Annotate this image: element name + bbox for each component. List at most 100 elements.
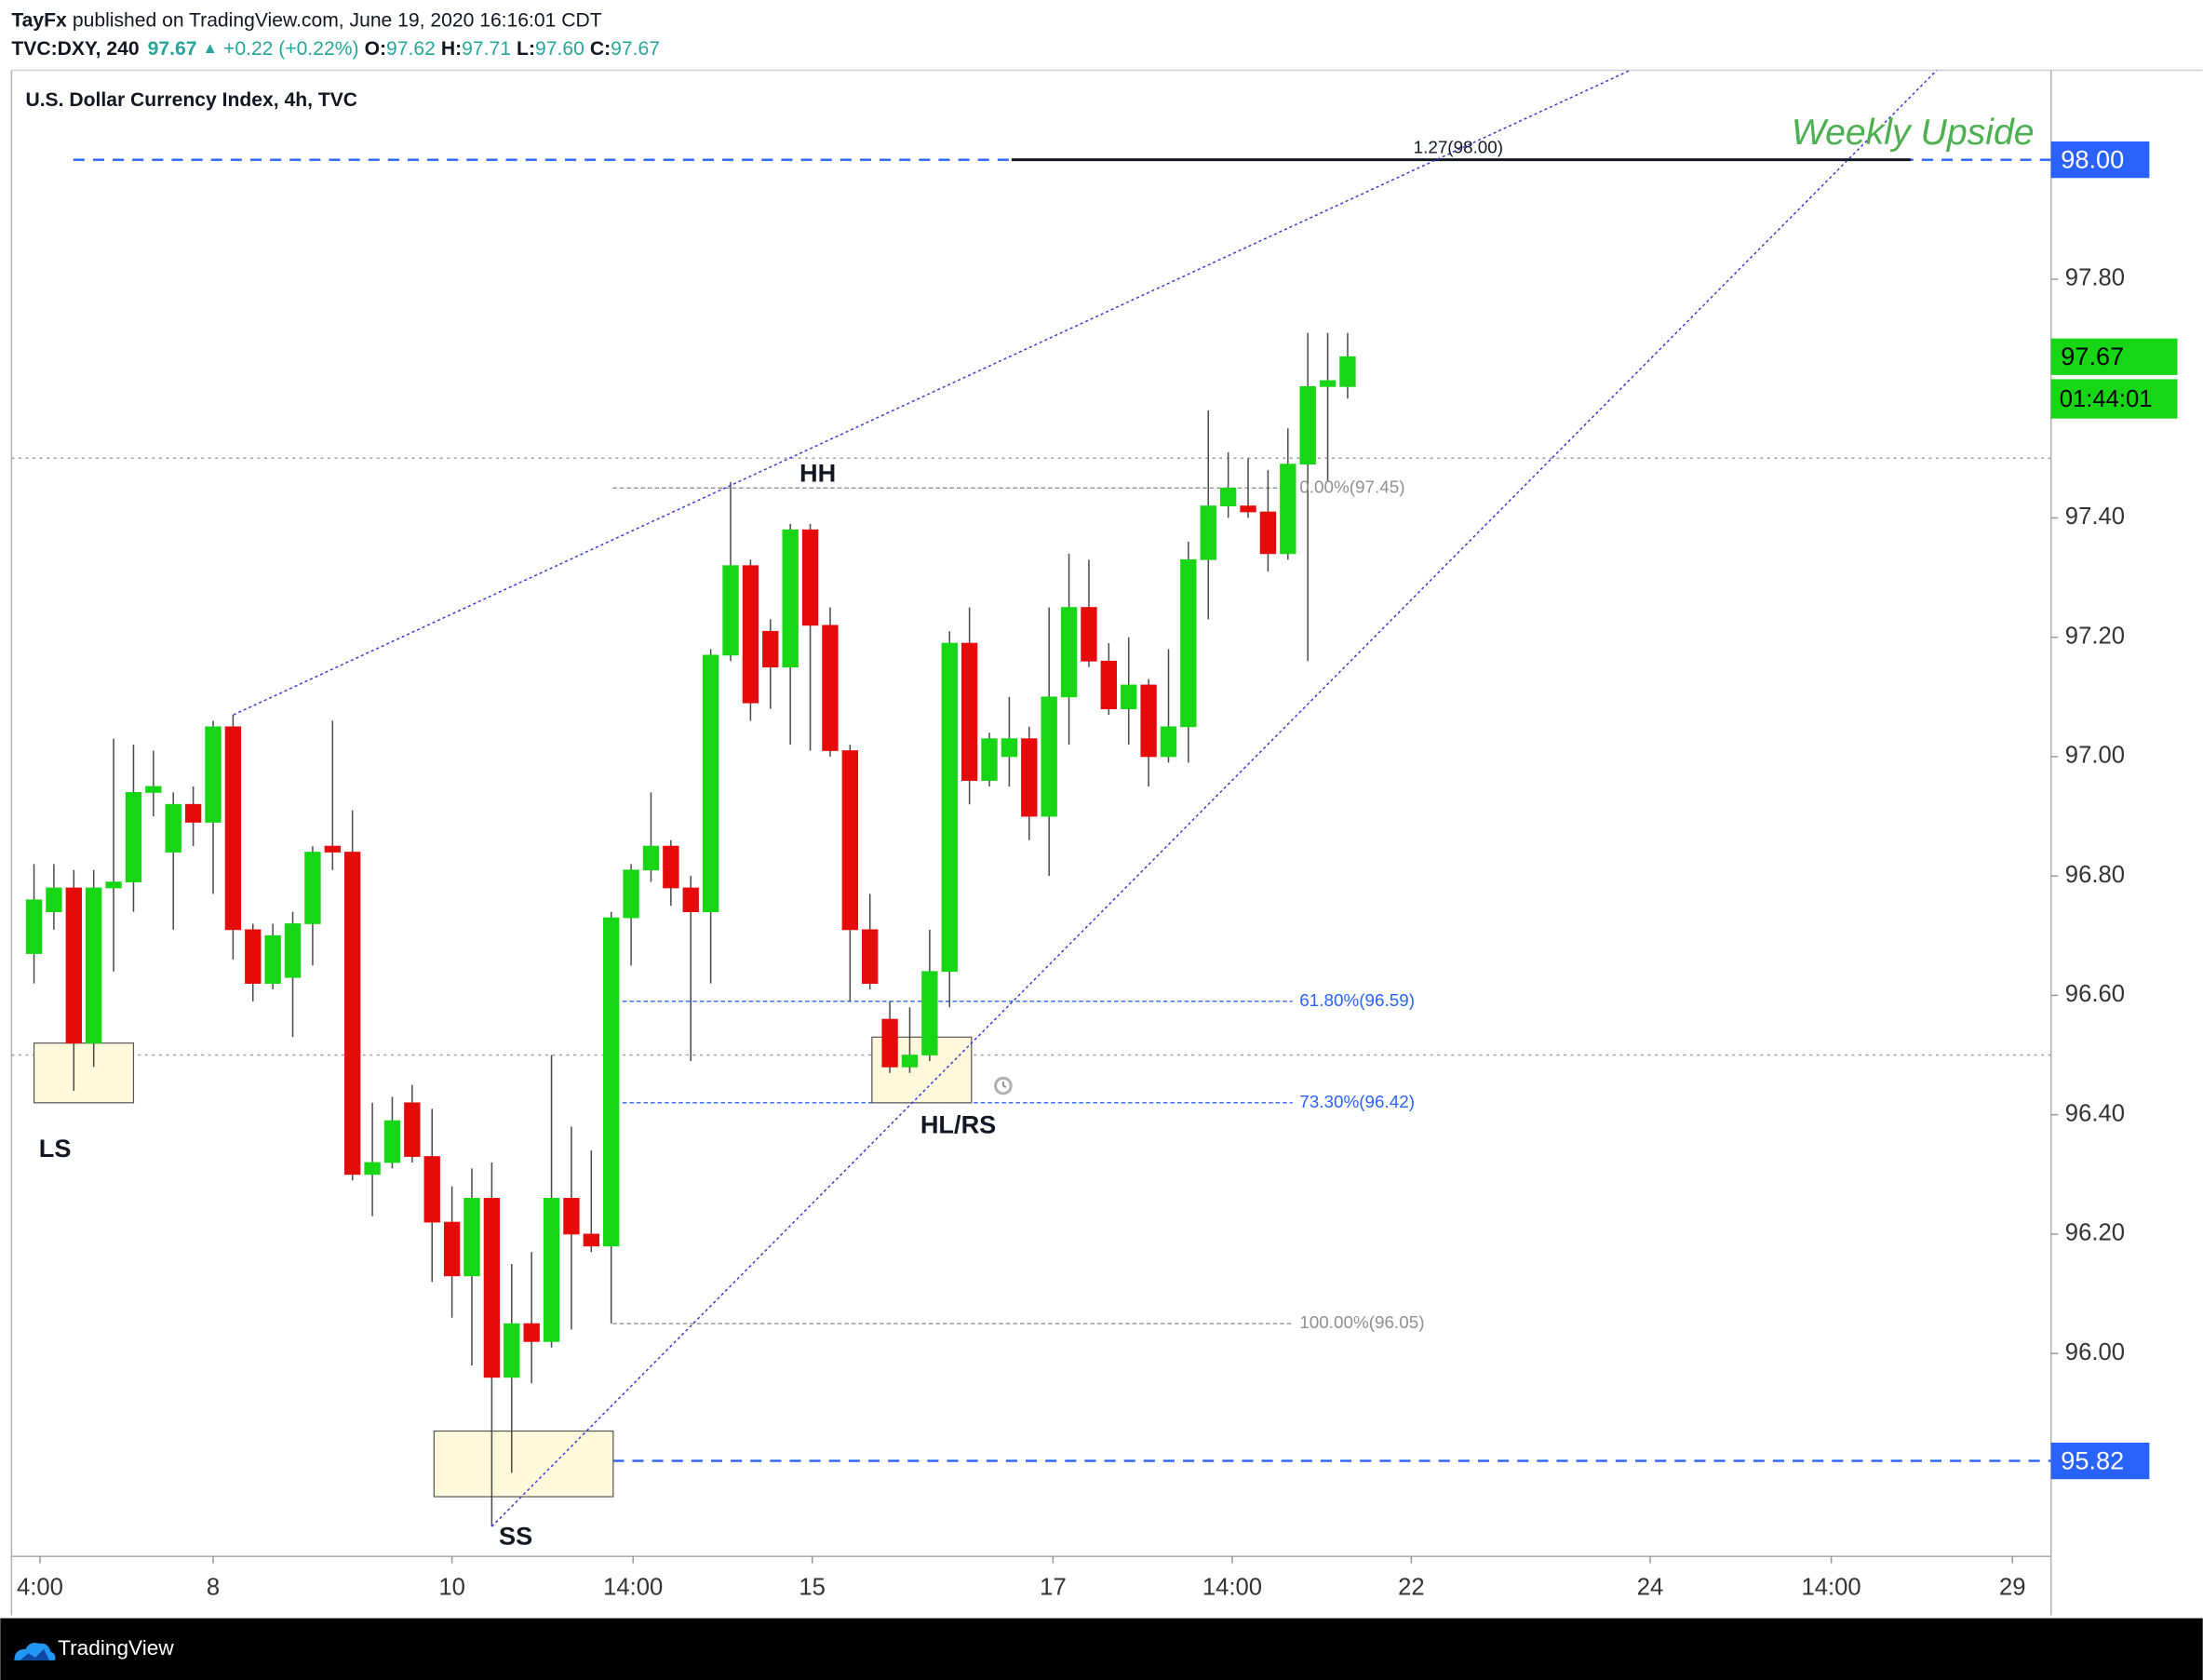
candle-body — [264, 934, 281, 984]
x-tick-label: 29 — [1999, 1575, 2026, 1601]
price-badge — [2050, 338, 2178, 375]
candle-body — [1100, 660, 1118, 709]
chart-title: U.S. Dollar Currency Index, 4h, TVC — [25, 89, 357, 111]
y-tick-label: 96.60 — [2065, 981, 2125, 1007]
candle-body — [205, 726, 222, 823]
candle-body — [642, 845, 660, 871]
countdown-badge — [2050, 379, 2178, 419]
candle-body — [563, 1198, 580, 1235]
price-badge-label: 98.00 — [2061, 144, 2124, 173]
price-badge-label: 97.67 — [2061, 342, 2124, 370]
candle-body — [1280, 464, 1296, 555]
ohlc-value: 97.62 — [386, 37, 436, 59]
y-tick-label: 96.40 — [2065, 1100, 2125, 1126]
candle-body — [364, 1162, 381, 1176]
annotation: SS — [499, 1522, 532, 1551]
candle-body — [105, 881, 122, 889]
countdown-label: 01:44:01 — [2060, 386, 2153, 412]
candle-body — [1140, 684, 1157, 758]
publish-line: TayFx published on TradingView.com, June … — [11, 9, 601, 31]
zone-box — [33, 1042, 135, 1104]
publisher: TayFx — [11, 9, 67, 31]
candle-body — [981, 738, 998, 781]
price-badge — [2050, 1442, 2150, 1480]
candle-body — [1121, 684, 1137, 709]
y-tick-label: 97.00 — [2065, 743, 2125, 769]
candle-body — [423, 1156, 440, 1223]
ohlc-value: 97.67 — [611, 37, 660, 59]
alarm-icon — [994, 1076, 1013, 1095]
candle-body — [404, 1102, 421, 1157]
candle-body — [1299, 385, 1316, 465]
annotation: HL/RS — [920, 1110, 996, 1139]
candle-body — [1219, 487, 1237, 506]
candle-body — [862, 929, 879, 984]
candle-body — [623, 869, 639, 919]
candle-body — [603, 917, 620, 1247]
candle-body — [682, 887, 699, 913]
candle-body — [841, 750, 859, 931]
y-tick-label: 96.20 — [2065, 1220, 2125, 1246]
last-price: 97.67 — [148, 37, 197, 59]
candle-body — [1060, 607, 1078, 698]
candle-body — [960, 642, 978, 781]
fib-label: 73.30%(96.42) — [1299, 1092, 1415, 1111]
candle-body — [523, 1323, 540, 1342]
arrow: ▲ — [203, 39, 218, 57]
candle-body — [722, 565, 739, 656]
change: +0.22 (+0.22%) — [223, 37, 359, 59]
candle-body — [25, 899, 43, 954]
candle-body — [822, 625, 839, 751]
candle-body — [941, 642, 958, 973]
price-badge — [2050, 141, 2150, 179]
annotation: Weekly Upside — [1792, 112, 2035, 153]
candle-body — [165, 803, 181, 853]
candle-body — [782, 529, 799, 668]
ohlc-label: H: — [441, 37, 462, 59]
annotation: HH — [799, 458, 836, 487]
candle-body — [125, 792, 142, 882]
candle-body — [1021, 738, 1038, 817]
candle-body — [1081, 607, 1097, 662]
x-tick-label: 15 — [799, 1575, 826, 1601]
candle-body — [86, 887, 102, 1044]
candle-body — [762, 630, 779, 668]
candle-body — [483, 1198, 501, 1378]
x-tick-label: 17 — [1040, 1575, 1067, 1601]
candle-body — [583, 1233, 599, 1247]
symbol: TVC:DXY, 240 — [11, 37, 139, 59]
annotation: LS — [39, 1134, 72, 1163]
trend-line — [233, 70, 1631, 716]
fib-label: 61.80%(96.59) — [1299, 990, 1415, 1010]
fib-label: 100.00%(96.05) — [1299, 1312, 1424, 1332]
candle-body — [1339, 356, 1356, 387]
x-tick-label: 22 — [1398, 1575, 1425, 1601]
x-tick-label: 14:00 — [1802, 1575, 1861, 1601]
tradingview-logo — [14, 1643, 56, 1660]
candle-body — [801, 529, 819, 626]
candle-body — [463, 1198, 480, 1277]
candle-body — [304, 852, 321, 924]
ohlc-value: 97.71 — [462, 37, 511, 59]
candle-body — [184, 803, 202, 823]
trend-line — [490, 70, 1938, 1527]
candle-body — [921, 971, 938, 1055]
candle-body — [543, 1198, 560, 1342]
candle-body — [702, 654, 719, 913]
extension-label: 1.27(98.00) — [1414, 138, 1503, 157]
y-tick-label: 96.00 — [2065, 1339, 2125, 1365]
candle-body — [224, 726, 242, 931]
candle-body — [65, 887, 82, 1044]
published: published on TradingView.com, June 19, 2… — [73, 9, 602, 31]
x-tick-label: 8 — [207, 1575, 220, 1601]
ohlc-label: L: — [517, 37, 535, 59]
candle-body — [504, 1323, 520, 1378]
x-tick-label: 4:00 — [17, 1575, 63, 1601]
candle-body — [663, 845, 679, 889]
candle-body — [1319, 380, 1337, 387]
candle-body — [1160, 726, 1177, 758]
x-tick-label: 24 — [1637, 1575, 1664, 1601]
zone-box — [433, 1430, 614, 1498]
